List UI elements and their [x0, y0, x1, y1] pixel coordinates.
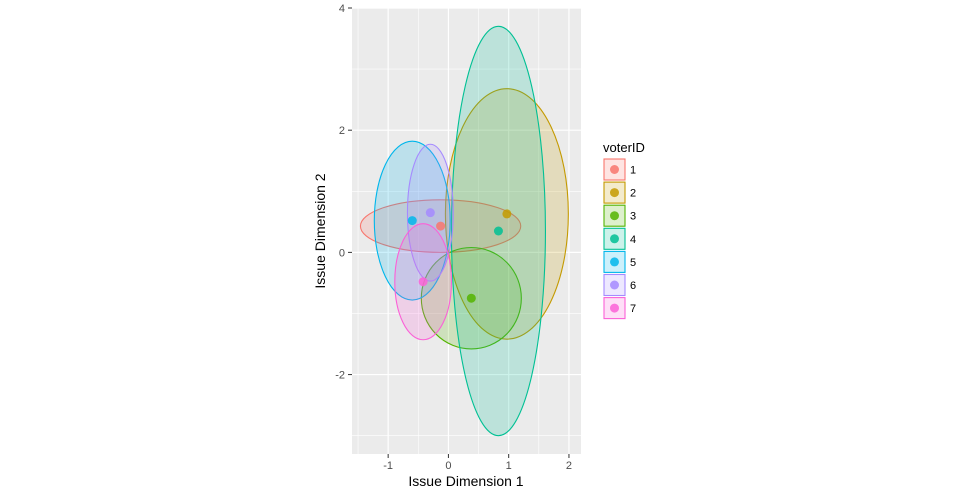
- legend-label: 3: [630, 211, 636, 223]
- legend-dot: [610, 165, 619, 174]
- legend-item-1: 1: [604, 159, 636, 180]
- legend-label: 7: [630, 303, 636, 315]
- legend-item-7: 7: [604, 298, 636, 319]
- point-voter-2: [502, 209, 511, 218]
- x-axis: -1 0 1 2: [383, 454, 572, 472]
- y-tick-label: -2: [335, 370, 345, 382]
- point-voter-7: [419, 277, 428, 286]
- legend-item-6: 6: [604, 275, 636, 296]
- legend-label: 5: [630, 257, 636, 269]
- point-voter-1: [436, 222, 445, 231]
- legend-dot: [610, 234, 619, 243]
- point-voter-6: [426, 208, 435, 217]
- legend-item-5: 5: [604, 251, 636, 272]
- x-tick-label: 2: [566, 460, 572, 472]
- legend-dot: [610, 211, 619, 220]
- x-tick-label: 0: [445, 460, 451, 472]
- y-tick-label: 2: [339, 125, 345, 137]
- legend-dot: [610, 281, 619, 290]
- legend-label: 6: [630, 280, 636, 292]
- legend-label: 1: [630, 165, 636, 177]
- point-voter-3: [467, 294, 476, 303]
- y-tick-label: 4: [339, 3, 345, 15]
- point-voter-5: [408, 216, 417, 225]
- legend-item-3: 3: [604, 205, 636, 226]
- x-axis-title: Issue Dimension 1: [408, 473, 523, 489]
- legend-item-4: 4: [604, 228, 636, 249]
- legend-label: 2: [630, 188, 636, 200]
- legend-label: 4: [630, 234, 636, 246]
- x-tick-label: -1: [383, 460, 393, 472]
- y-tick-label: 0: [339, 247, 345, 259]
- legend-dot: [610, 257, 619, 266]
- y-axis-title: Issue Dimension 2: [312, 173, 328, 288]
- legend-dot: [610, 304, 619, 313]
- y-axis: -2 0 2 4: [335, 3, 352, 382]
- x-tick-label: 1: [506, 460, 512, 472]
- legend-item-2: 2: [604, 182, 636, 203]
- legend: voterID 1 2 3 4 5 6 7: [603, 140, 645, 319]
- point-voter-4: [494, 227, 503, 236]
- legend-dot: [610, 188, 619, 197]
- legend-title: voterID: [603, 140, 645, 155]
